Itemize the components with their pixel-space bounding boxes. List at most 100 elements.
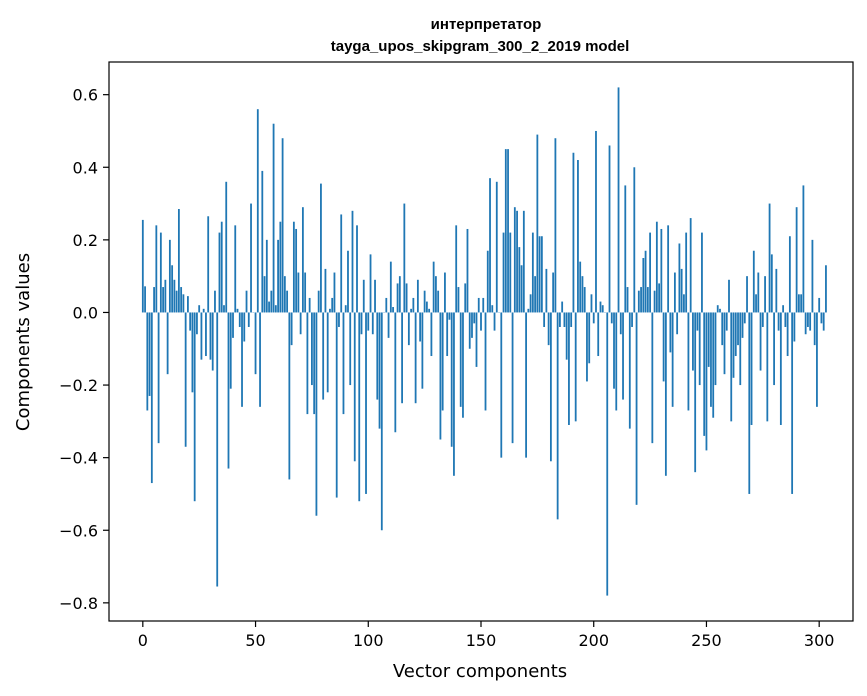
bar-14 xyxy=(173,279,176,313)
x-tick-label: 0 xyxy=(138,631,148,650)
bar-261 xyxy=(730,312,733,422)
bar-92 xyxy=(349,312,352,386)
bar-121 xyxy=(414,312,417,404)
bar-171 xyxy=(527,308,530,313)
bar-247 xyxy=(698,312,701,386)
bar-270 xyxy=(750,312,753,425)
bar-260 xyxy=(728,279,730,313)
bar-232 xyxy=(664,312,667,476)
bar-72 xyxy=(304,272,307,313)
bar-62 xyxy=(281,138,284,313)
bar-124 xyxy=(421,312,424,389)
bar-66 xyxy=(290,312,293,346)
bar-198 xyxy=(588,312,591,364)
bar-268 xyxy=(746,276,748,313)
bar-16 xyxy=(177,209,180,313)
bar-132 xyxy=(439,312,442,440)
bar-256 xyxy=(719,308,721,313)
bar-275 xyxy=(761,312,764,327)
bar-179 xyxy=(545,268,548,313)
bar-204 xyxy=(601,305,604,313)
bar-246 xyxy=(696,312,699,331)
bar-41 xyxy=(234,225,237,313)
bar-228 xyxy=(655,221,658,313)
bar-156 xyxy=(493,312,496,331)
bar-155 xyxy=(491,305,494,313)
bar-258 xyxy=(723,312,726,375)
bar-264 xyxy=(737,312,739,346)
bar-202 xyxy=(597,312,600,357)
bar-119 xyxy=(410,308,413,313)
bar-292 xyxy=(800,294,803,313)
bar-143 xyxy=(464,283,467,313)
bar-241 xyxy=(685,232,688,313)
y-tick-label: −0.2 xyxy=(59,376,98,395)
bar-80 xyxy=(322,312,325,400)
bar-38 xyxy=(227,312,230,469)
bar-160 xyxy=(502,232,505,313)
bar-294 xyxy=(804,312,807,335)
bar-282 xyxy=(777,312,780,331)
bar-118 xyxy=(407,312,410,346)
bar-58 xyxy=(272,123,275,313)
bar-276 xyxy=(764,276,766,313)
bar-142 xyxy=(462,312,464,418)
bar-289 xyxy=(793,312,796,342)
bar-152 xyxy=(484,312,487,411)
bar-187 xyxy=(563,312,566,327)
bar-13 xyxy=(171,265,174,313)
bar-208 xyxy=(610,312,613,324)
bar-70 xyxy=(299,312,302,335)
bar-8 xyxy=(159,232,162,313)
bar-257 xyxy=(721,312,724,346)
bar-90 xyxy=(344,305,347,313)
bar-42 xyxy=(236,308,239,313)
bar-243 xyxy=(689,218,692,313)
y-tick-label: 0.2 xyxy=(73,231,98,250)
bar-219 xyxy=(635,312,638,505)
bar-148 xyxy=(475,312,478,367)
bar-131 xyxy=(437,290,440,313)
bar-88 xyxy=(340,214,343,313)
bar-153 xyxy=(486,250,489,313)
bar-254 xyxy=(714,312,717,386)
bar-230 xyxy=(660,228,663,313)
bar-298 xyxy=(813,312,816,346)
bar-19 xyxy=(184,312,187,447)
bar-75 xyxy=(311,312,313,386)
bar-273 xyxy=(757,272,760,313)
bar-164 xyxy=(511,312,514,444)
bar-296 xyxy=(809,312,812,331)
bar-4 xyxy=(150,312,153,484)
bar-286 xyxy=(786,312,789,357)
bar-215 xyxy=(626,287,629,313)
bar-217 xyxy=(631,312,633,327)
bar-61 xyxy=(279,221,282,313)
bar-78 xyxy=(317,290,320,313)
bar-136 xyxy=(448,312,451,320)
bar-112 xyxy=(394,312,397,433)
bar-279 xyxy=(770,254,773,313)
bar-236 xyxy=(673,272,676,313)
bar-278 xyxy=(768,203,771,313)
bar-98 xyxy=(362,279,365,313)
y-axis-ticks: −0.8 −0.6 −0.4 −0.2 0.0 0.2 0.4 0.6 xyxy=(59,86,109,613)
bar-93 xyxy=(351,210,354,313)
y-tick-label: −0.8 xyxy=(59,594,98,613)
bar-15 xyxy=(175,290,178,313)
bar-137 xyxy=(450,312,453,447)
bar-53 xyxy=(261,170,264,313)
y-tick-label: 0.0 xyxy=(73,303,98,322)
y-axis-label: Components values xyxy=(13,253,34,431)
bar-265 xyxy=(739,312,742,386)
bar-140 xyxy=(457,287,460,313)
bar-21 xyxy=(189,312,192,331)
x-axis-label: Vector components xyxy=(393,661,567,682)
bar-55 xyxy=(265,239,268,313)
bar-73 xyxy=(306,312,309,415)
bar-46 xyxy=(245,290,248,313)
bar-122 xyxy=(416,279,419,313)
bar-283 xyxy=(779,312,782,425)
bar-105 xyxy=(378,312,381,429)
